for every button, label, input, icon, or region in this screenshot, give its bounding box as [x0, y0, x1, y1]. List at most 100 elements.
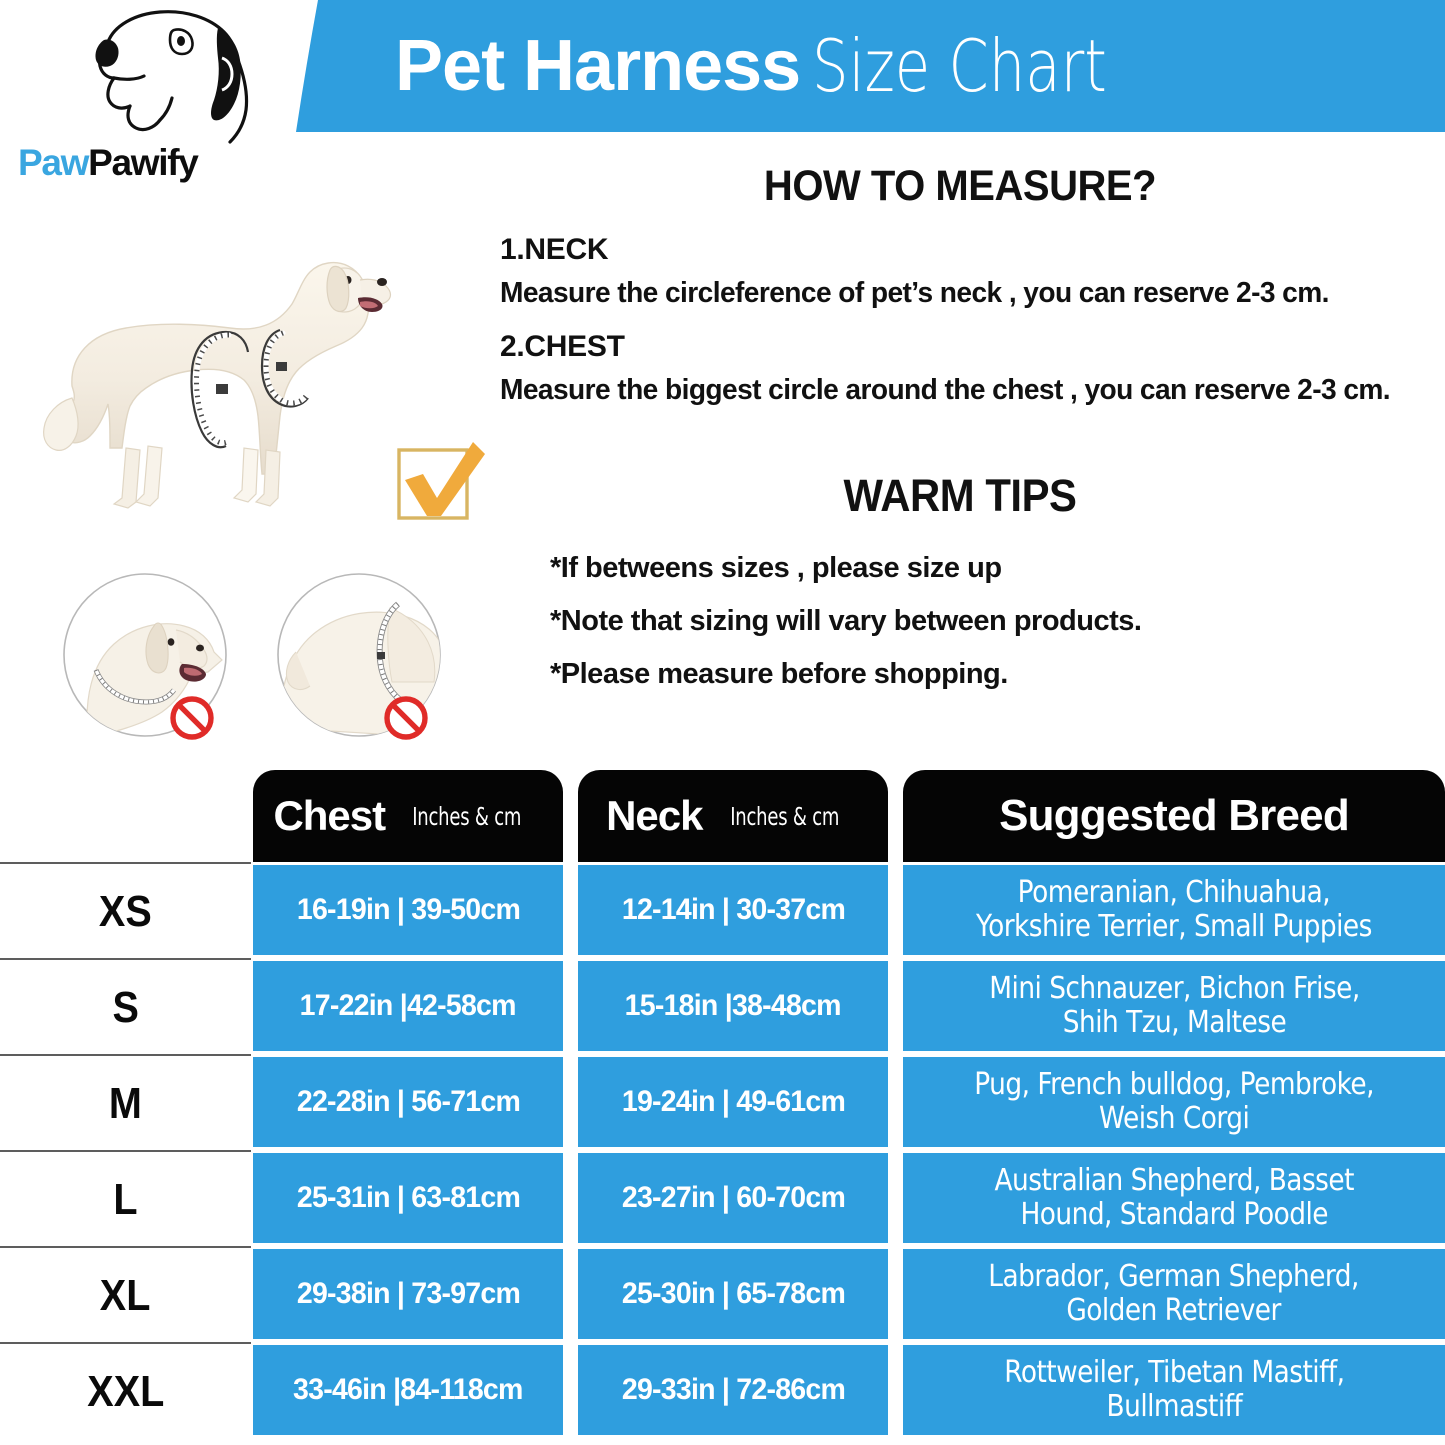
size-label: M: [109, 1079, 142, 1128]
table-cell-chest: 22-28in | 56-71cm: [253, 1057, 563, 1147]
breed-line: Pomeranian, Chihuahua,: [1017, 875, 1331, 911]
bad-example-photo-1: [63, 573, 227, 740]
table-header-row: Chest Inches & cm Neck Inches & cm Sugge…: [0, 770, 1445, 862]
table-body: XS 16-19in | 39-50cm 12-14in | 30-37cm P…: [0, 862, 1445, 1440]
chest-tape-measure: [190, 330, 250, 449]
neck-value: 19-24in | 49-61cm: [621, 1085, 845, 1118]
chest-value: 33-46in |84-118cm: [293, 1373, 523, 1406]
banner-background-shape: [296, 0, 1445, 132]
measure-item-text-chest: Measure the biggest circle around the ch…: [500, 374, 1391, 406]
neck-value: 29-33in | 72-86cm: [621, 1373, 845, 1406]
header-banner: Pet Harness Size Chart: [0, 0, 1445, 132]
table-cell-breed: Mini Schnauzer, Bichon Frise, Shih Tzu, …: [903, 961, 1445, 1051]
neck-tape-measure: [260, 328, 309, 408]
dog-measuring-illustration: [43, 261, 392, 509]
table-header-breed-label: Suggested Breed: [999, 791, 1350, 840]
table-cell-chest: 33-46in |84-118cm: [253, 1345, 563, 1435]
table-cell-size: L: [0, 1150, 251, 1248]
checkmark-icon: [397, 442, 485, 520]
size-chart-table: Chest Inches & cm Neck Inches & cm Sugge…: [0, 770, 1445, 1445]
table-cell-neck: 15-18in |38-48cm: [578, 961, 888, 1051]
measure-item-text-neck: Measure the circleference of pet’s neck …: [500, 277, 1329, 309]
page-title-light: Size Chart: [812, 24, 1108, 108]
table-cell-size: XL: [0, 1246, 251, 1344]
measure-item-label-chest: 2.CHEST: [500, 330, 625, 363]
table-cell-neck: 23-27in | 60-70cm: [578, 1153, 888, 1243]
table-cell-breed: Rottweiler, Tibetan Mastiff, Bullmastiff: [903, 1345, 1445, 1435]
page-title-bold: Pet Harness: [395, 26, 801, 106]
size-label: XL: [100, 1271, 151, 1320]
chest-value: 29-38in | 73-97cm: [296, 1277, 520, 1310]
chest-value: 25-31in | 63-81cm: [296, 1181, 520, 1214]
table-cell-neck: 25-30in | 65-78cm: [578, 1249, 888, 1339]
table-cell-breed: Pomeranian, Chihuahua, Yorkshire Terrier…: [903, 865, 1445, 955]
table-cell-chest: 29-38in | 73-97cm: [253, 1249, 563, 1339]
breed-line: Shih Tzu, Maltese: [1062, 1005, 1286, 1040]
how-to-measure-heading: HOW TO MEASURE?: [763, 162, 1157, 210]
page-title: Pet Harness Size Chart: [395, 18, 1425, 114]
warm-tip-line: *Note that sizing will vary between prod…: [550, 605, 1142, 637]
table-cell-neck: 19-24in | 49-61cm: [578, 1057, 888, 1147]
table-cell-size: S: [0, 958, 251, 1056]
measure-item-label-neck: 1.NECK: [500, 233, 609, 266]
logo-wordmark: PawPawify: [18, 142, 199, 184]
size-label: XS: [99, 887, 152, 936]
table-cell-chest: 25-31in | 63-81cm: [253, 1153, 563, 1243]
chest-value: 16-19in | 39-50cm: [296, 893, 520, 926]
table-row: S 17-22in |42-58cm 15-18in |38-48cm Mini…: [0, 958, 1445, 1056]
neck-value: 23-27in | 60-70cm: [621, 1181, 845, 1214]
table-cell-breed: Pug, French bulldog, Pembroke, Weish Cor…: [903, 1057, 1445, 1147]
breed-line: Bullmastiff: [1106, 1389, 1242, 1424]
neck-value: 25-30in | 65-78cm: [621, 1277, 845, 1310]
table-cell-breed: Australian Shepherd, Basset Hound, Stand…: [903, 1153, 1445, 1243]
breed-line: Hound, Standard Poodle: [1020, 1197, 1328, 1232]
logo-word-pawify: Pawify: [88, 142, 199, 183]
forbidden-icon: [170, 696, 214, 740]
table-row: XS 16-19in | 39-50cm 12-14in | 30-37cm P…: [0, 862, 1445, 960]
breed-line: Pug, French bulldog, Pembroke,: [974, 1067, 1374, 1103]
table-header-breed: Suggested Breed: [903, 770, 1445, 862]
table-cell-size: XS: [0, 862, 251, 960]
breed-line: Golden Retriever: [1066, 1293, 1282, 1328]
neck-value: 15-18in |38-48cm: [624, 989, 842, 1022]
breed-line: Rottweiler, Tibetan Mastiff,: [1003, 1355, 1345, 1391]
size-label: L: [113, 1175, 138, 1224]
breed-value: Pomeranian, Chihuahua, Yorkshire Terrier…: [969, 876, 1379, 943]
table-header-neck-units: Inches & cm: [729, 801, 839, 831]
breed-value: Mini Schnauzer, Bichon Frise, Shih Tzu, …: [982, 972, 1367, 1039]
warm-tip-line: *If betweens sizes , please size up: [550, 552, 1002, 584]
chest-value: 22-28in | 56-71cm: [296, 1085, 520, 1118]
size-label: S: [112, 983, 139, 1032]
breed-value: Rottweiler, Tibetan Mastiff, Bullmastiff: [997, 1356, 1351, 1423]
breed-value: Pug, French bulldog, Pembroke, Weish Cor…: [967, 1068, 1381, 1135]
bad-example-photo-2: [277, 573, 441, 740]
table-header-neck: Neck Inches & cm: [578, 770, 888, 862]
dog-head-icon: [95, 10, 249, 144]
breed-line: Labrador, German Shepherd,: [988, 1259, 1360, 1295]
brand-logo: PawPawify: [8, 6, 288, 196]
chest-value: 17-22in |42-58cm: [299, 989, 517, 1022]
table-cell-neck: 29-33in | 72-86cm: [578, 1345, 888, 1435]
table-row: XL 29-38in | 73-97cm 25-30in | 65-78cm L…: [0, 1246, 1445, 1344]
breed-value: Australian Shepherd, Basset Hound, Stand…: [987, 1164, 1361, 1231]
table-cell-size: M: [0, 1054, 251, 1152]
table-cell-size: XXL: [0, 1342, 251, 1440]
table-header-chest: Chest Inches & cm: [253, 770, 563, 862]
logo-word-paw: Paw: [18, 142, 89, 183]
table-row: L 25-31in | 63-81cm 23-27in | 60-70cm Au…: [0, 1150, 1445, 1248]
neck-value: 12-14in | 30-37cm: [621, 893, 845, 926]
table-row: XXL 33-46in |84-118cm 29-33in | 72-86cm …: [0, 1342, 1445, 1440]
breed-value: Labrador, German Shepherd, Golden Retrie…: [982, 1260, 1367, 1327]
table-header-chest-units: Inches & cm: [412, 801, 522, 831]
how-to-measure-section: HOW TO MEASURE? 1.NECK Measure the circl…: [490, 162, 1430, 427]
warm-tip-line: *Please measure before shopping.: [550, 658, 1008, 690]
table-cell-chest: 17-22in |42-58cm: [253, 961, 563, 1051]
table-cell-neck: 12-14in | 30-37cm: [578, 865, 888, 955]
breed-line: Weish Corgi: [1098, 1101, 1250, 1136]
table-header-neck-label: Neck: [606, 792, 703, 839]
warm-tips-section: WARM TIPS *If betweens sizes , please si…: [490, 470, 1430, 711]
table-row: M 22-28in | 56-71cm 19-24in | 49-61cm Pu…: [0, 1054, 1445, 1152]
breed-line: Yorkshire Terrier, Small Puppies: [976, 909, 1372, 944]
table-cell-chest: 16-19in | 39-50cm: [253, 865, 563, 955]
breed-line: Mini Schnauzer, Bichon Frise,: [988, 971, 1360, 1007]
